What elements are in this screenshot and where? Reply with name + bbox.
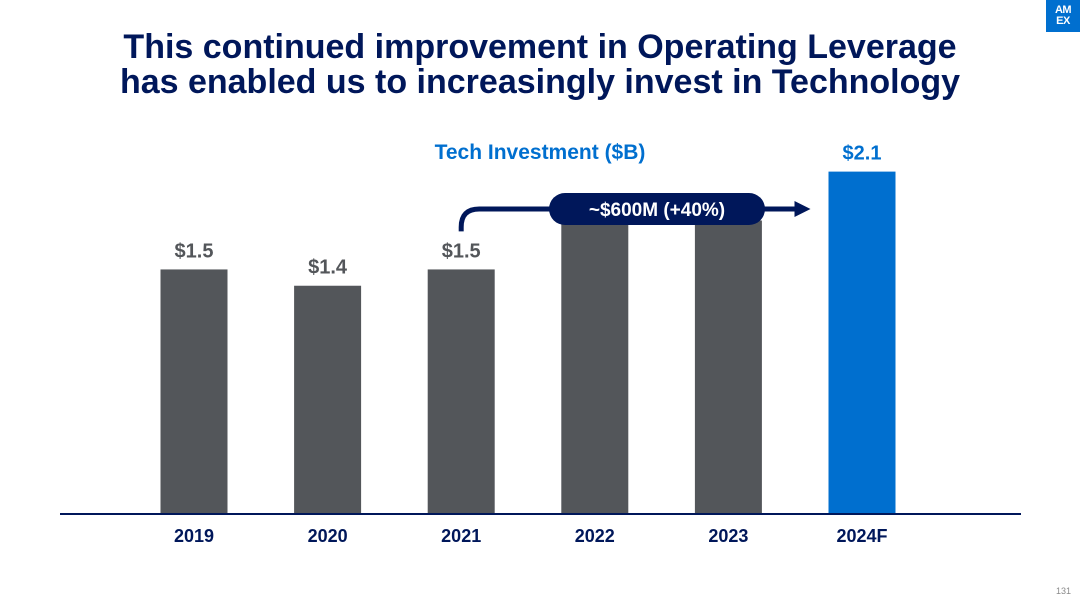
amex-logo: AM EX (1046, 0, 1080, 32)
logo-text-line-2: EX (1056, 15, 1070, 27)
category-label-2019: 2019 (174, 526, 214, 546)
chart-title: Tech Investment ($B) (434, 141, 646, 164)
bar-2024F (828, 171, 896, 514)
bar-2023 (694, 220, 762, 515)
slide-title: This continued improvement in Operating … (0, 30, 1080, 100)
category-label-2022: 2022 (575, 526, 615, 546)
bar-2019 (160, 269, 228, 514)
slide-title-line-2: has enabled us to increasingly invest in… (119, 63, 961, 101)
logo-text-line-1: AM (1054, 4, 1072, 16)
data-label-2021: $1.5 (442, 240, 481, 262)
annotation-arrow-line (458, 206, 797, 232)
bar-2022 (561, 220, 629, 515)
bar-2020 (294, 285, 362, 514)
annotation-arrow-head (794, 201, 811, 217)
data-label-2019: $1.5 (175, 240, 214, 262)
data-label-2020: $1.4 (308, 257, 348, 279)
slide-title-line-1: This continued improvement in Operating … (123, 28, 957, 66)
data-label-2024F: $2.1 (843, 143, 882, 165)
category-label-2020: 2020 (308, 526, 348, 546)
category-label-2021: 2021 (441, 526, 481, 546)
category-label-2024F: 2024F (836, 526, 887, 546)
annotation-text: ~$600M (+40%) (589, 200, 725, 221)
page-number: 131 (1055, 586, 1071, 596)
annotation-pill (549, 193, 765, 225)
category-label-2023: 2023 (708, 526, 748, 546)
bar-2021 (427, 269, 495, 514)
